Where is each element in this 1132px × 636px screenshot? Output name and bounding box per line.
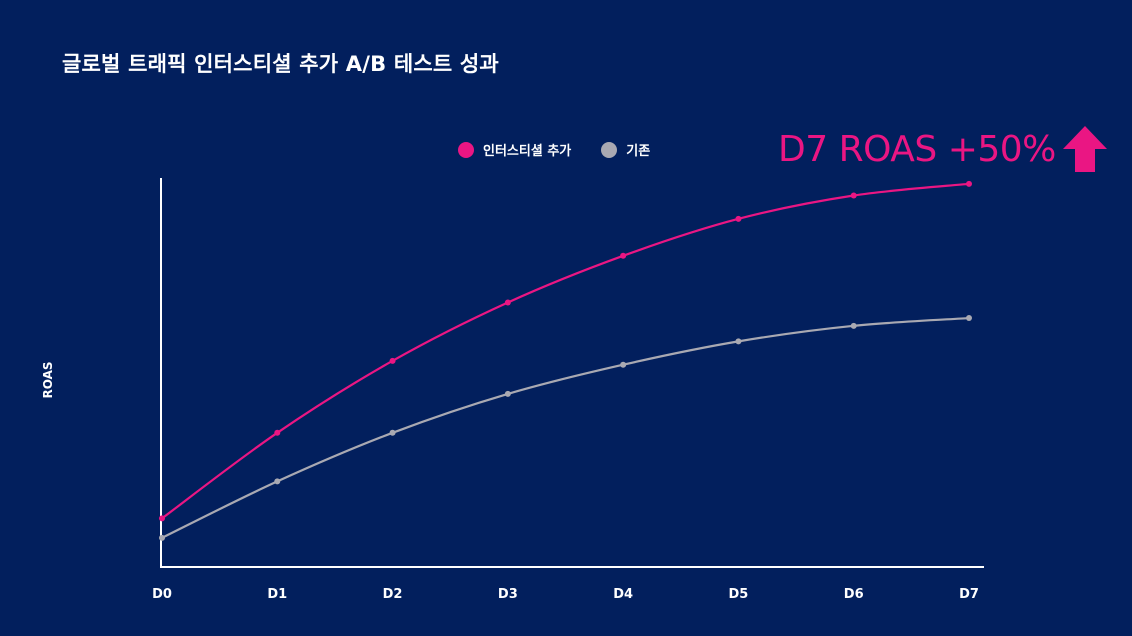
- series-line-interstitial: [161, 182, 970, 520]
- data-point-interstitial: [389, 357, 396, 364]
- data-point-baseline: [966, 315, 972, 322]
- data-point-interstitial: [850, 192, 857, 199]
- data-point-baseline: [735, 338, 742, 345]
- legend-item-interstitial: 인터스티셜 추가: [458, 140, 571, 159]
- legend-label-baseline: 기존: [626, 144, 651, 159]
- data-point-baseline: [504, 390, 511, 397]
- roas-callout: D7 ROAS +50%: [778, 124, 1108, 174]
- data-point-baseline: [850, 322, 857, 329]
- chart-title: 글로벌 트래픽 인터스티셜 추가 A/B 테스트 성과: [62, 52, 499, 76]
- x-tick-label: D1: [267, 587, 287, 602]
- data-point-interstitial: [504, 299, 511, 306]
- data-point-baseline: [389, 429, 396, 436]
- x-tick-label: D2: [383, 587, 403, 602]
- arrow-up-icon: [1062, 126, 1107, 172]
- data-point-baseline: [274, 478, 281, 485]
- x-tick-label: D0: [152, 587, 172, 602]
- data-point-interstitial: [966, 180, 972, 187]
- x-tick-label: D7: [959, 587, 979, 602]
- legend: 인터스티셜 추가 기존: [458, 140, 650, 159]
- data-point-interstitial: [620, 252, 627, 259]
- x-tick-label: D6: [844, 587, 864, 602]
- data-point-interstitial: [159, 515, 165, 522]
- series-line-baseline: [161, 316, 970, 539]
- data-point-interstitial: [735, 215, 742, 222]
- callout-text: D7 ROAS +50%: [778, 128, 1056, 170]
- x-tick-label: D3: [498, 587, 518, 602]
- legend-swatch-baseline: [601, 141, 618, 158]
- data-point-baseline: [620, 361, 627, 368]
- legend-swatch-interstitial: [458, 141, 474, 158]
- legend-label-interstitial: 인터스티셜 추가: [483, 144, 572, 159]
- data-point-interstitial: [274, 429, 281, 436]
- data-point-baseline: [159, 534, 165, 541]
- legend-item-baseline: 기존: [601, 140, 650, 159]
- x-tick-label: D5: [729, 587, 749, 602]
- x-tick-label: D4: [613, 587, 633, 602]
